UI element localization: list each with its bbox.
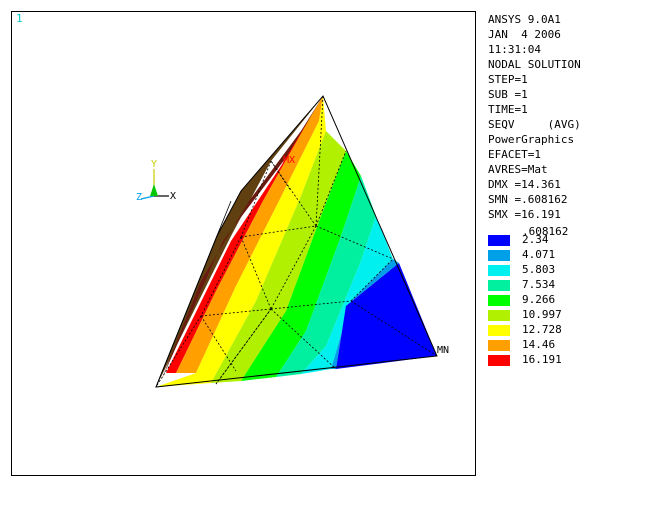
- band-blue: [336, 263, 437, 369]
- legend-label: 9.266: [522, 293, 556, 306]
- triad-x-label: X: [170, 191, 176, 202]
- legend-label: 14.46: [522, 338, 556, 351]
- legend-band-5: 9.266: [488, 293, 608, 307]
- max-marker: MX: [283, 155, 295, 166]
- info-line-time-value: TIME=1: [488, 103, 528, 116]
- info-line-efacet: EFACET=1: [488, 148, 541, 161]
- legend-swatch: [488, 355, 510, 366]
- legend-label: 7.534: [522, 278, 556, 291]
- legend-swatch: [488, 340, 510, 351]
- legend-label: 12.728: [522, 323, 562, 336]
- legend-band-6: 10.997: [488, 308, 608, 322]
- legend-label: 10.997: [522, 308, 562, 321]
- min-marker: MN: [437, 345, 449, 356]
- legend-label: 5.803: [522, 263, 556, 276]
- info-line-dmx: DMX =14.361: [488, 178, 561, 191]
- band-sea-green: [276, 176, 376, 377]
- band-red: [166, 96, 323, 373]
- legend-band-1: 2.34: [488, 233, 608, 247]
- contour-plot: MN MX Y X Z: [136, 95, 449, 388]
- mesh-lines: [155, 95, 438, 388]
- triad-z-label: Z: [136, 192, 142, 203]
- legend-swatch: [488, 280, 510, 291]
- contour-bands: [156, 96, 437, 387]
- info-line-smn: SMN =.608162: [488, 193, 568, 206]
- info-line-solution-type: NODAL SOLUTION: [488, 58, 581, 71]
- legend-swatch: [488, 310, 510, 321]
- legend-swatch: [488, 250, 510, 261]
- info-line-sub: SUB =1: [488, 88, 528, 101]
- legend-band-2: 4.071: [488, 248, 608, 262]
- band-yellow-green: [211, 131, 346, 383]
- info-panel: ANSYS 9.0A1 JAN 4 2006 11:31:04 NODAL SO…: [488, 12, 581, 222]
- info-line-step: STEP=1: [488, 73, 528, 86]
- info-line-result-item: SEQV (AVG): [488, 118, 581, 131]
- axis-triad: Y X Z: [136, 159, 176, 203]
- triad-y-label: Y: [151, 159, 157, 170]
- legend-min-value: .608162: [522, 225, 569, 238]
- legend-label: 4.071: [522, 248, 556, 261]
- legend-swatch: [488, 235, 510, 246]
- legend-band-7: 12.728: [488, 323, 608, 337]
- legend-swatch: [488, 265, 510, 276]
- legend-band-4: 7.534: [488, 278, 608, 292]
- legend-swatch: [488, 295, 510, 306]
- band-cyan: [301, 216, 393, 374]
- info-line-time: 11:31:04: [488, 43, 541, 56]
- legend-label: 2.34: [522, 233, 549, 246]
- info-line-date: JAN 4 2006: [488, 28, 561, 41]
- graphics-viewport[interactable]: 1: [11, 11, 476, 476]
- info-line-smx: SMX =16.191: [488, 208, 561, 221]
- legend-band-9: 16.191: [488, 353, 608, 367]
- info-line-avres: AVRES=Mat: [488, 163, 548, 176]
- legend-band-3: 5.803: [488, 263, 608, 277]
- band-green: [241, 151, 361, 381]
- legend-band-8: 14.46: [488, 338, 608, 352]
- band-orange: [176, 96, 323, 373]
- window-number: 1: [16, 12, 23, 25]
- info-line-version: ANSYS 9.0A1: [488, 13, 561, 26]
- legend-label: 16.191: [522, 353, 562, 366]
- legend-swatch: [488, 325, 510, 336]
- info-line-graphics-mode: PowerGraphics: [488, 133, 575, 146]
